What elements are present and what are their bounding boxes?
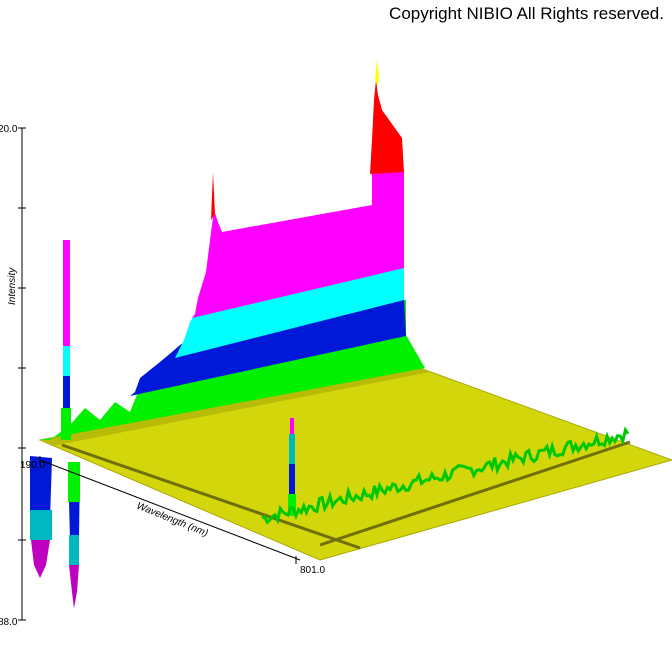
floor-ridge-back [319,440,631,547]
right-spike-magenta [290,418,294,434]
trough-right-magenta [69,565,79,608]
right-spike-cyan [289,434,295,464]
noise-spectrum [261,426,630,525]
left-spike-magenta [63,240,70,346]
x-tick-label-end: 801.0 [300,565,325,576]
spike-red-left [211,172,215,220]
floor-plane [38,367,672,561]
x-tick-label-start: 190.0 [20,460,45,471]
y-tick-label-bottom: 88.0 [0,617,18,628]
right-spike [288,418,296,516]
trough-left-cyan [30,510,52,540]
band-blue [130,297,406,396]
y-tick-label-top: 20.0 [0,124,18,135]
wavelength-axis-line [39,459,301,561]
trough-right-green [68,462,80,502]
left-spike-cyan [63,346,70,376]
left-spike-green [61,408,71,440]
band-red [370,80,404,174]
axes [18,127,301,621]
trough-left-magenta [31,540,50,578]
trough-right-cyan [69,535,79,565]
copyright-notice: Copyright NIBIO All Rights reserved. [389,4,664,23]
floor-ridge-front [61,443,361,550]
spectrum-surface [40,60,425,440]
y-axis-title: Intensity [7,267,18,305]
band-magenta [192,170,404,318]
left-spike-blue [63,376,70,408]
floor-shade [40,368,430,446]
left-spike [61,240,71,440]
peak-yellow [375,60,379,86]
right-spike-green [288,494,296,516]
right-spike-blue [289,464,295,494]
negative-troughs [30,456,80,608]
band-cyan [175,267,404,358]
